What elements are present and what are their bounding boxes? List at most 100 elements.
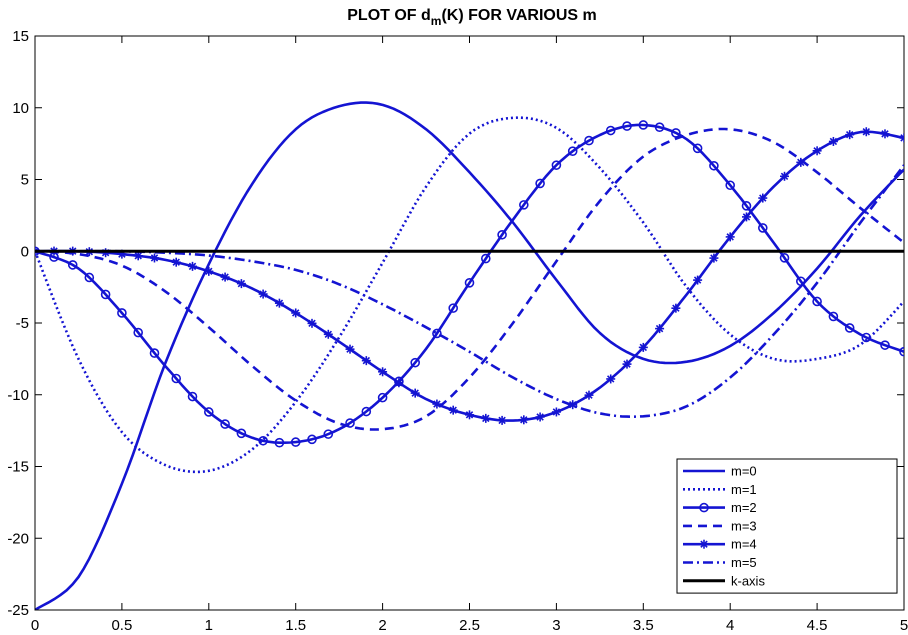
series-marker — [410, 357, 420, 368]
series-marker — [133, 327, 143, 338]
series-marker — [709, 253, 719, 263]
series-marker — [880, 129, 890, 139]
legend-label: k-axis — [731, 573, 765, 588]
legend-label: m=0 — [731, 464, 757, 479]
legend-marker — [699, 539, 709, 549]
series-marker — [638, 120, 649, 130]
x-tick-label: 5 — [900, 617, 908, 634]
series-marker — [709, 160, 719, 171]
series-marker — [236, 279, 246, 289]
y-tick-label: -20 — [7, 530, 29, 547]
series-m=1 — [35, 116, 904, 474]
series-marker — [481, 413, 491, 423]
y-tick-label: 0 — [21, 243, 29, 260]
legend-entry: m=2 — [683, 500, 757, 515]
series-marker — [465, 410, 474, 420]
series-marker — [725, 232, 735, 242]
series-m=2 — [35, 120, 904, 448]
series-marker — [323, 329, 333, 339]
series-marker — [622, 359, 632, 369]
legend-label: m=2 — [731, 500, 757, 515]
series-marker — [845, 130, 855, 140]
series-marker — [551, 407, 561, 417]
y-tick-label: 10 — [12, 100, 29, 117]
series-marker — [692, 143, 703, 154]
y-tick-label: -10 — [7, 387, 29, 404]
series-marker — [796, 276, 806, 287]
series-marker — [880, 340, 890, 350]
series-marker — [828, 311, 839, 322]
series-line — [35, 101, 904, 610]
chart-title-rest: (K) FOR VARIOUS m — [441, 7, 596, 24]
series-marker — [861, 127, 871, 137]
series-marker — [497, 415, 507, 425]
series-marker — [274, 437, 285, 448]
series-marker — [654, 122, 665, 132]
legend-label: m=1 — [731, 482, 757, 497]
series-m=5 — [35, 164, 904, 418]
series-marker — [622, 121, 632, 131]
series-line — [35, 123, 904, 444]
series-marker — [377, 392, 388, 403]
legend-entry: m=5 — [683, 555, 757, 570]
series-marker — [780, 171, 790, 181]
y-tick-label: 15 — [12, 28, 29, 45]
series-marker — [741, 201, 752, 211]
series-marker — [584, 390, 594, 400]
legend-label: m=4 — [731, 537, 757, 552]
series-marker — [551, 160, 562, 170]
series-marker — [464, 278, 475, 288]
series-marker — [606, 374, 616, 384]
series-marker — [117, 308, 127, 318]
y-tick-label: -25 — [7, 602, 29, 619]
x-tick-label: 1 — [205, 617, 213, 634]
series-marker — [149, 253, 159, 263]
series-marker — [84, 272, 95, 283]
series-marker — [432, 328, 442, 339]
series-marker — [480, 253, 491, 264]
x-tick-label: 3 — [552, 617, 560, 634]
series-marker — [171, 373, 182, 384]
x-tick-label: 1.5 — [285, 617, 306, 634]
series-marker — [236, 428, 247, 439]
series-marker — [204, 266, 214, 276]
legend-entry: m=0 — [683, 464, 757, 479]
chart-title: PLOT OF dm(K) FOR VARIOUS m — [347, 7, 596, 28]
chart-title-main: PLOT OF d — [347, 7, 431, 24]
series-marker — [584, 135, 594, 146]
series-marker — [497, 229, 507, 240]
series-marker — [307, 318, 317, 328]
series-marker — [655, 324, 665, 334]
x-tick-label: 0 — [31, 617, 39, 634]
series-marker — [394, 378, 404, 388]
series-marker — [258, 289, 268, 299]
series-marker — [100, 289, 111, 300]
series-marker — [757, 223, 768, 233]
y-tick-label: -5 — [16, 315, 29, 332]
series-marker — [671, 128, 681, 138]
series-marker — [432, 399, 442, 409]
series-marker — [345, 418, 355, 428]
series-marker — [812, 146, 822, 156]
series-marker — [410, 388, 420, 398]
series-marker — [741, 212, 751, 222]
series-layer — [35, 101, 904, 610]
legend-entry: m=3 — [683, 518, 757, 533]
x-tick-label: 4.5 — [807, 617, 828, 634]
series-marker — [361, 406, 372, 417]
series-marker — [307, 434, 317, 445]
chart-title-subscript: m — [431, 14, 442, 28]
series-marker — [812, 296, 822, 307]
series-marker — [291, 308, 301, 318]
series-marker — [171, 257, 181, 267]
legend-entry: m=4 — [683, 537, 757, 552]
x-tick-label: 2 — [378, 617, 386, 634]
series-marker — [567, 146, 578, 156]
series-marker — [448, 405, 458, 415]
x-tick-label: 3.5 — [633, 617, 654, 634]
legend-marker — [699, 502, 709, 513]
x-tick-label: 2.5 — [459, 617, 480, 634]
series-marker — [519, 200, 529, 210]
series-marker — [67, 260, 78, 270]
series-marker — [188, 261, 198, 271]
